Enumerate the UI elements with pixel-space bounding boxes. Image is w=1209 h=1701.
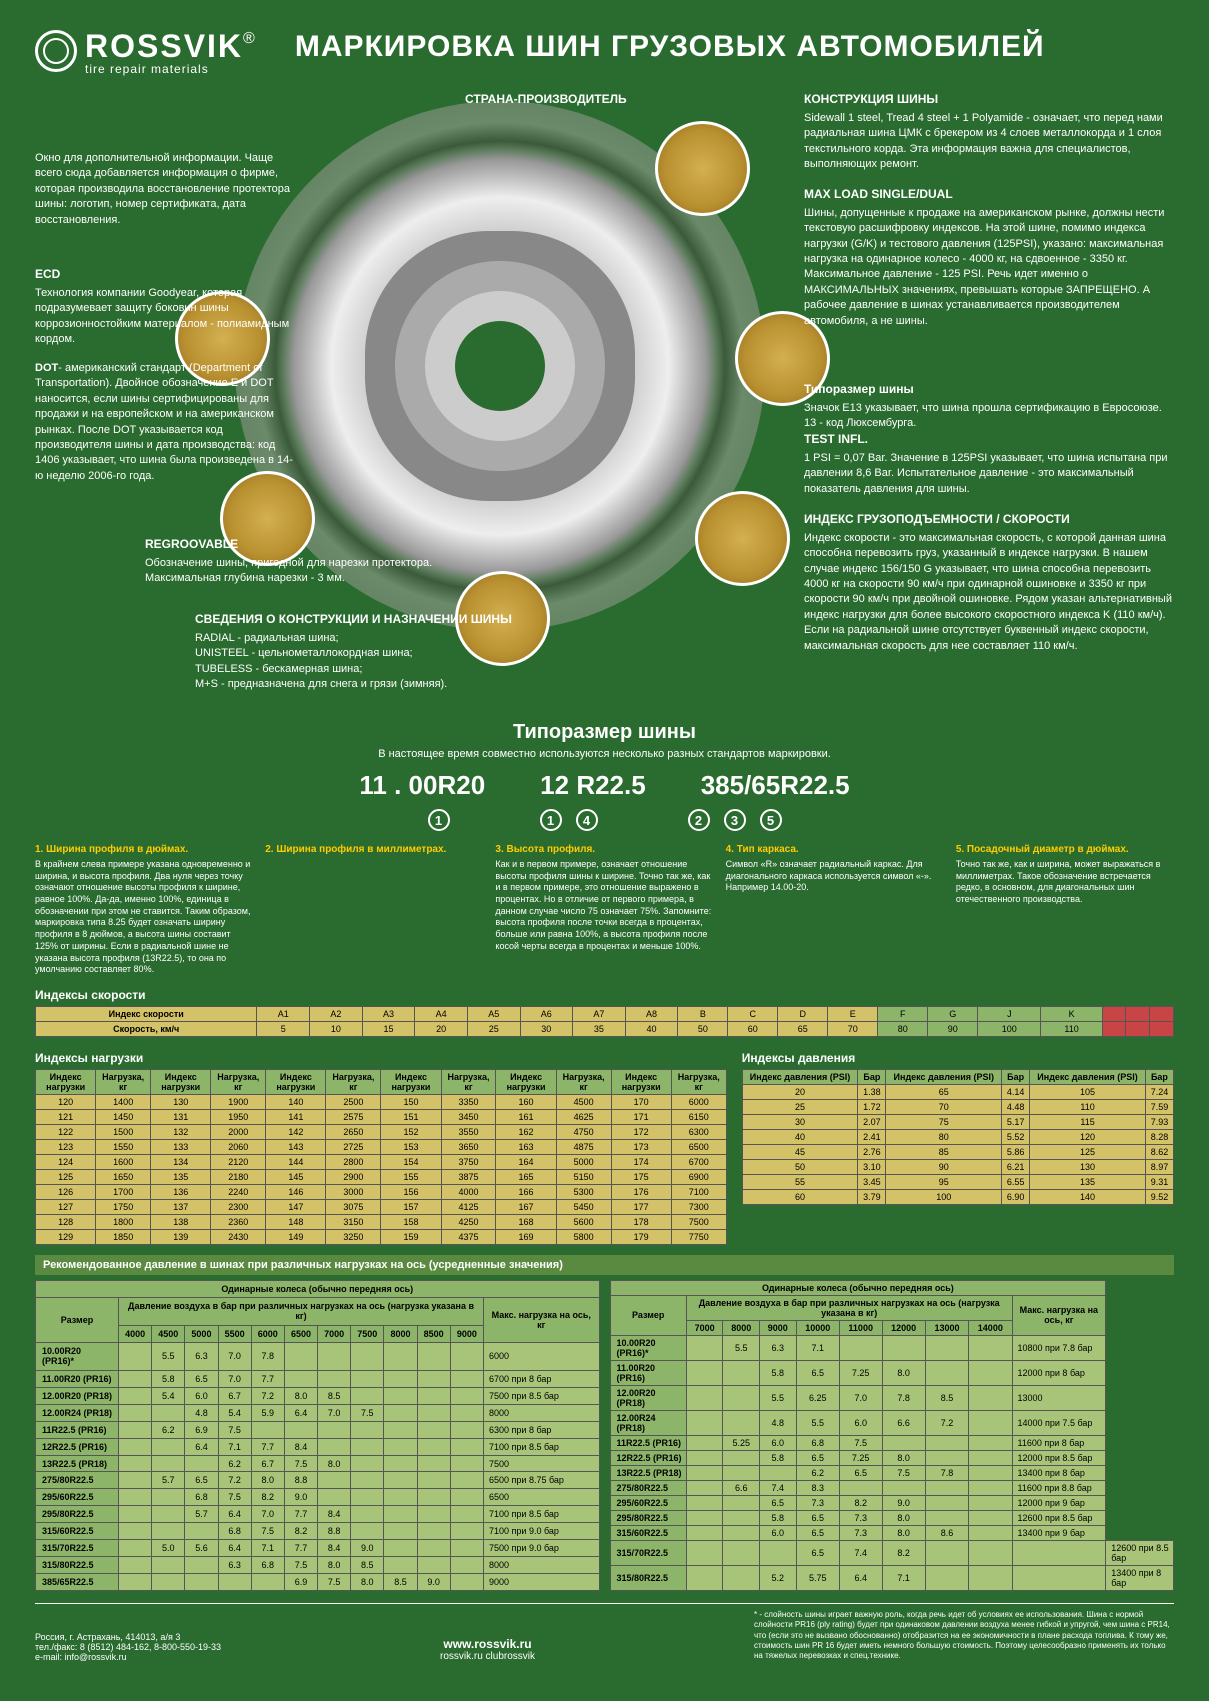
speed-table-title: Индексы скорости xyxy=(35,988,1174,1002)
page-title: МАРКИРОВКА ШИН ГРУЗОВЫХ АВТОМОБИЛЕЙ xyxy=(295,30,1045,64)
callout-maxload: MAX LOAD SINGLE/DUAL Шины, допущенные к … xyxy=(804,186,1174,329)
logo-icon xyxy=(35,30,77,72)
detail-zoom-1 xyxy=(655,121,750,216)
press-table-title: Индексы давления xyxy=(742,1051,1174,1065)
callout-regroovable: REGROOVABLE Обозначение шины, пригодной … xyxy=(145,536,445,587)
header: ROSSVIK® tire repair materials МАРКИРОВК… xyxy=(35,30,1174,76)
size-markers: 114235 xyxy=(35,809,1174,831)
callout-window: Окно для дополнительной информации. Чаще… xyxy=(35,151,295,228)
callout-country: СТРАНА-ПРОИЗВОДИТЕЛЬ xyxy=(465,91,627,108)
footer: Россия, г. Астрахань, 414013, а/я 3 тел.… xyxy=(35,1603,1174,1662)
callout-info: СВЕДЕНИЯ О КОНСТРУКЦИИ И НАЗНАЧЕНИИ ШИНЫ… xyxy=(195,611,575,692)
load-table: Индекс нагрузкиНагрузка, кгИндекс нагруз… xyxy=(35,1069,727,1245)
callout-typesize: Типоразмер шины Значок E13 указывает, чт… xyxy=(804,381,1174,432)
rec-table-1: Одинарные колеса (обычно передняя ось)Ра… xyxy=(35,1280,600,1591)
logo: ROSSVIK® tire repair materials xyxy=(35,30,255,76)
callout-construction: КОНСТРУКЦИЯ ШИНЫ Sidewall 1 steel, Tread… xyxy=(804,91,1174,172)
tire-diagram: СТРАНА-ПРОИЗВОДИТЕЛЬ Окно для дополнител… xyxy=(35,91,1174,711)
load-table-title: Индексы нагрузки xyxy=(35,1051,727,1065)
detail-zoom-3 xyxy=(695,491,790,586)
footer-web: www.rossvik.ru rossvik.ru clubrossvik xyxy=(440,1637,535,1662)
speed-table: Индекс скоростиA1A2A3A4A5A6A7A8BCDEFGJKС… xyxy=(35,1006,1174,1037)
size-notes: 1. Ширина профиля в дюймах.В крайнем сле… xyxy=(35,843,1174,976)
size-section: Типоразмер шины В настоящее время совмес… xyxy=(35,721,1174,831)
size-sub: В настоящее время совместно используются… xyxy=(35,748,1174,760)
press-table: Индекс давления (PSI)БарИндекс давления … xyxy=(742,1069,1174,1205)
callout-loadspeed: ИНДЕКС ГРУЗОПОДЪЕМНОСТИ / СКОРОСТИ Индек… xyxy=(804,511,1174,654)
size-title: Типоразмер шины xyxy=(35,721,1174,744)
logo-name: ROSSVIK xyxy=(85,28,243,64)
rec-table-2: Одинарные колеса (обычно передняя ось)Ра… xyxy=(610,1280,1175,1591)
callout-testinfl: TEST INFL. 1 PSI = 0,07 Bar. Значение в … xyxy=(804,431,1174,497)
callout-ecd: ECD Технология компании Goodyear, котора… xyxy=(35,266,295,347)
footer-contact: Россия, г. Астрахань, 414013, а/я 3 тел.… xyxy=(35,1632,221,1662)
logo-tagline: tire repair materials xyxy=(85,62,255,76)
size-examples: 11 . 00R20 12 R22.5 385/65R22.5 xyxy=(35,770,1174,801)
footer-note: * - слойность шины играет важную роль, к… xyxy=(754,1610,1174,1662)
rec-title: Рекомендованное давление в шинах при раз… xyxy=(35,1255,1174,1275)
callout-dot: DOT- американский стандарт (Department o… xyxy=(35,361,295,484)
